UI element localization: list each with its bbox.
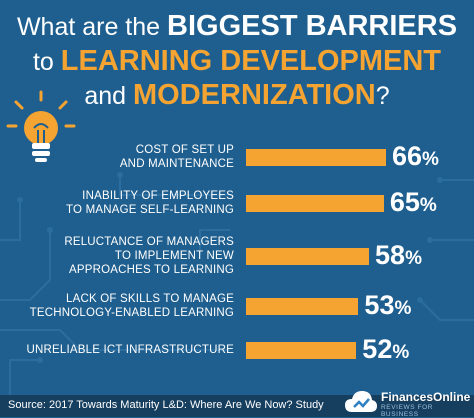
bar-value-number: 65 (389, 187, 420, 217)
title-line-1-plain: What are the (16, 13, 161, 41)
bar-value-suffix: % (422, 149, 439, 170)
bar (246, 298, 359, 315)
bar-value-number: 66 (392, 141, 423, 171)
bar-value-number: 52 (362, 334, 393, 364)
logo-tagline: REVIEWS FOR BUSINESS (381, 404, 434, 418)
bar-label-line: AND MAINTENANCE (119, 158, 234, 170)
bar-value-label: 52% (362, 334, 409, 368)
bar (246, 195, 384, 212)
bar-value-label: 66% (392, 141, 439, 175)
bar-label-line: RELUCTANCE OF MANAGERS (64, 236, 234, 248)
title-line-3-end: ? (375, 82, 390, 110)
bar (246, 342, 357, 359)
title-line-3-plain: and (84, 82, 127, 110)
bar-value-label: 53% (364, 290, 411, 324)
title-line-3-bold: MODERNIZATION (133, 79, 376, 111)
title-line-1-bold: BIGGEST BARRIERS (167, 10, 458, 42)
bar-label: RELUCTANCE OF MANAGERS TO IMPLEMENT NEW AP… (64, 235, 234, 277)
title-line-1: What are the BIGGEST BARRIERS (0, 10, 474, 43)
bar (246, 248, 370, 265)
bar-label-line: TO IMPLEMENT NEW (114, 250, 234, 262)
bar-label-line: TECHNOLOGY-ENABLED LEARNING (29, 307, 234, 319)
bar-value-label: 58% (375, 240, 422, 274)
bar-value-label: 65% (390, 187, 437, 221)
bar-label-line: COST OF SET UP (135, 144, 234, 156)
source-note: Source: 2017 Towards Maturity L&D: Where… (8, 399, 324, 411)
bar-value-suffix: % (419, 195, 437, 216)
bar-label: UNRELIABLE ICT INFRASTRUCTURE (26, 343, 234, 357)
bar-label-line: TO MANAGE SELF-LEARNING (66, 204, 234, 216)
bar-label-line: UNRELIABLE ICT INFRASTRUCTURE (26, 344, 234, 356)
bar-label-line: INABILITY OF EMPLOYEES (82, 190, 234, 202)
bar-value-number: 53 (364, 290, 395, 320)
bar-label: COST OF SET UP AND MAINTENANCE (120, 143, 234, 171)
lightbulb-icon (6, 90, 76, 162)
bar-label: INABILITY OF EMPLOYEES TO MANAGE SELF-LEA… (66, 189, 234, 217)
title-line-2-bold: LEARNING DEVELOPMENT (60, 45, 442, 77)
bar-value-suffix: % (392, 342, 410, 363)
bar-value-suffix: % (394, 298, 412, 319)
financesonline-logo: FinancesOnline REVIEWS FOR BUSINESS (344, 386, 471, 418)
bar-value-number: 58 (375, 240, 406, 270)
title-line-2: to LEARNING DEVELOPMENT (0, 45, 474, 78)
bar-label-line: LACK OF SKILLS TO MANAGE (66, 293, 234, 305)
bar-value-suffix: % (405, 248, 422, 269)
bar-label-line: APPROACHES TO LEARNING (68, 264, 234, 276)
logo-name: FinancesOnline (381, 390, 471, 404)
bar-label: LACK OF SKILLS TO MANAGE TECHNOLOGY-ENABL… (30, 292, 234, 320)
cloud-logo-icon (345, 391, 377, 412)
title-line-3: and MODERNIZATION? (0, 79, 474, 112)
title-line-2-plain: to (32, 48, 54, 76)
bar (246, 149, 386, 166)
